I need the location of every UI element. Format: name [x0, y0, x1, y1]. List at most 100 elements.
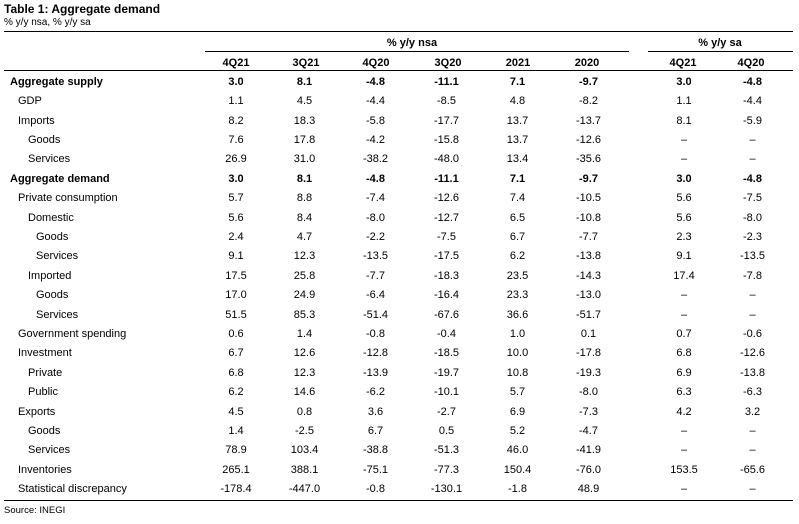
data-cell: – [749, 425, 756, 438]
data-cell: -13.8 [739, 366, 766, 379]
column-spacer [624, 150, 650, 169]
row-label: Goods [36, 230, 69, 243]
data-cell: -7.3 [579, 405, 598, 418]
row-label: Aggregate demand [10, 172, 110, 185]
row-label: Imported [28, 269, 72, 282]
data-cell: -13.9 [362, 366, 389, 379]
data-cell: 25.8 [293, 269, 316, 282]
row-label: Goods [36, 289, 69, 302]
data-cell: -12.6 [575, 133, 602, 146]
bottom-rule [4, 500, 793, 501]
data-cell: -4.2 [366, 133, 385, 146]
row-label: Goods [28, 425, 61, 438]
column-spacer [624, 227, 650, 246]
data-cell: 1.1 [228, 95, 244, 108]
data-cell: 6.9 [676, 366, 692, 379]
data-cell: -18.5 [433, 347, 460, 360]
row-label: Services [36, 308, 79, 321]
data-cell: 3.0 [228, 75, 244, 88]
table-title: Table 1: Aggregate demand [4, 2, 161, 16]
data-cell: 8.4 [296, 211, 313, 224]
data-cell: – [749, 444, 756, 457]
table-row: Services 26.9 31.0 -38.2 -48.0 13.4 -35.6 – – [4, 150, 787, 169]
data-cell: – [680, 444, 688, 457]
group-header-sa: % y/y sa [698, 37, 742, 49]
table-row: Investment 6.7 12.6 -12.8 -18.5 10.0 -17.8 6.8 -… [4, 344, 787, 363]
table-row: Goods 17.0 24.9 -6.4 -16.4 23.3 -13.0 – – [4, 285, 787, 304]
data-cell: -1.8 [508, 483, 527, 496]
data-cell: -17.5 [433, 250, 460, 263]
data-cell: -6.4 [366, 289, 385, 302]
data-cell: -51.7 [575, 308, 602, 321]
table-row: Aggregate demand 3.0 8.1 -4.8 -11.1 7.1 -9.7 3.… [4, 169, 787, 188]
table-row: Private consumption 5.7 8.8 -7.4 -12.6 7.4 -10… [4, 188, 787, 207]
data-cell: – [680, 425, 688, 438]
data-cell: 1.1 [676, 95, 692, 108]
data-cell: 8.2 [228, 114, 244, 127]
data-cell: 5.2 [509, 425, 526, 438]
data-cell: 153.5 [670, 463, 698, 476]
data-cell: 46.0 [506, 444, 529, 457]
data-cell: -6.3 [743, 386, 762, 399]
data-cell: -13.5 [739, 250, 766, 263]
group-header-nsa: % y/y nsa [386, 37, 438, 49]
data-cell: – [749, 308, 756, 321]
data-cell: -75.1 [362, 463, 389, 476]
table-subtitle: % y/y nsa, % y/y sa [4, 17, 91, 28]
data-cell: -19.3 [575, 366, 602, 379]
column-spacer [624, 480, 650, 499]
data-cell: 6.3 [676, 386, 692, 399]
column-spacer [624, 305, 650, 324]
data-cell: 6.7 [228, 347, 244, 360]
data-cell: 13.7 [506, 133, 529, 146]
data-cell: -17.8 [575, 347, 602, 360]
data-cell: -8.5 [437, 95, 456, 108]
data-cell: 7.6 [228, 133, 244, 146]
row-label: Exports [18, 405, 56, 418]
row-label: Services [28, 444, 71, 457]
data-cell: 3.0 [228, 172, 244, 185]
data-cell: -17.7 [433, 114, 460, 127]
data-cell: -0.6 [743, 327, 762, 340]
data-cell: -7.5 [743, 192, 762, 205]
data-cell: 1.0 [509, 327, 526, 340]
table-row: Services 51.5 85.3 -51.4 -67.6 36.6 -51.7 – – [4, 305, 787, 324]
data-cell: -5.8 [366, 114, 385, 127]
table-row: Exports 4.5 0.8 3.6 -2.7 6.9 -7.3 4.2 3.2 [4, 402, 787, 421]
data-cell: 7.1 [509, 172, 526, 185]
data-cell: 5.6 [676, 211, 692, 224]
data-cell: -7.5 [437, 230, 456, 243]
table-row: Goods 1.4 -2.5 6.7 0.5 5.2 -4.7 – – [4, 421, 787, 440]
data-cell: -2.7 [437, 405, 456, 418]
data-cell: 78.9 [225, 444, 247, 457]
data-cell: 0.6 [228, 327, 244, 340]
data-cell: 3.6 [367, 405, 384, 418]
data-cell: -4.8 [366, 75, 385, 88]
table-row: Private 6.8 12.3 -13.9 -19.7 10.8 -19.3 6.9 -13.… [4, 363, 787, 382]
data-cell: – [680, 483, 688, 496]
data-cell: -2.3 [743, 230, 762, 243]
column-spacer [624, 324, 650, 343]
row-label: Private [28, 366, 63, 379]
table-row: Aggregate supply 3.0 8.1 -4.8 -11.1 7.1 -9.7 3.… [4, 72, 787, 91]
row-label: Aggregate supply [10, 75, 103, 88]
data-cell: -76.0 [575, 463, 602, 476]
data-cell: 265.1 [222, 463, 250, 476]
data-cell: -447.0 [288, 483, 321, 496]
data-cell: -41.9 [575, 444, 602, 457]
data-cell: 6.8 [676, 347, 692, 360]
data-cell: -0.8 [366, 327, 385, 340]
data-cell: -12.6 [739, 347, 766, 360]
data-cell: -8.0 [579, 386, 598, 399]
data-cell: 5.7 [228, 192, 244, 205]
data-cell: -0.4 [437, 327, 456, 340]
data-cell: 388.1 [290, 463, 319, 476]
column-spacer [624, 266, 650, 285]
data-cell: -77.3 [433, 463, 460, 476]
data-cell: -7.7 [366, 269, 385, 282]
data-cell: 1.4 [228, 425, 244, 438]
data-cell: – [680, 289, 688, 302]
data-cell: -8.0 [743, 211, 762, 224]
data-cell: 12.3 [293, 366, 316, 379]
data-cell: 36.6 [506, 308, 529, 321]
